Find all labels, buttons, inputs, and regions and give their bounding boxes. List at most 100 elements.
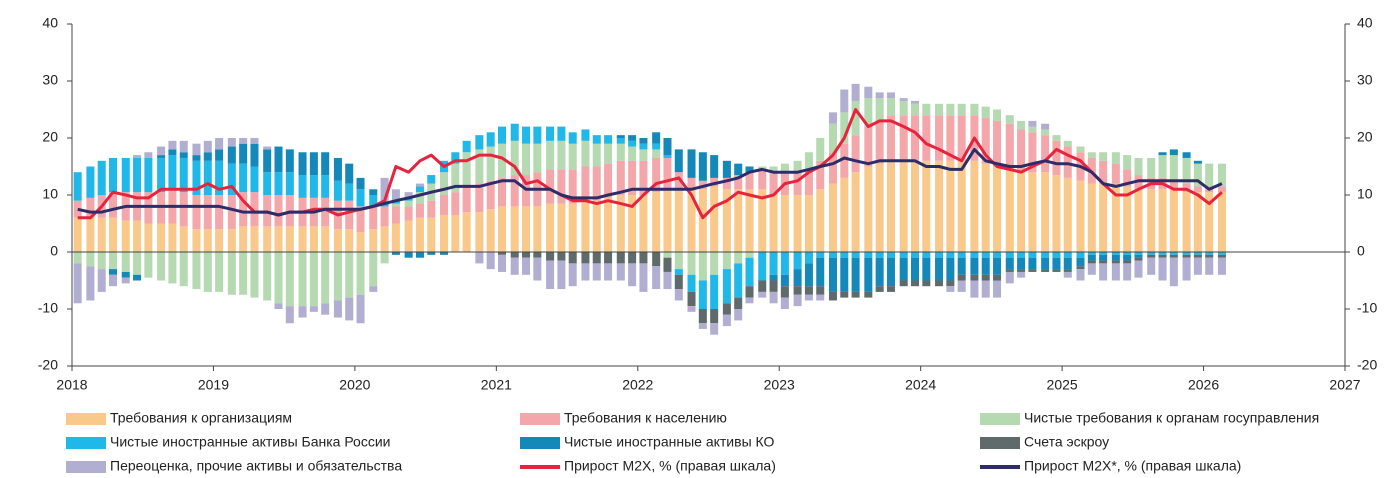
bar-segment <box>1169 252 1178 255</box>
bar-segment <box>816 294 825 301</box>
bar-segment <box>298 252 307 307</box>
bar-segment <box>1041 123 1050 130</box>
bar-segment <box>1028 132 1037 173</box>
bar-segment <box>333 300 342 318</box>
bar-segment <box>674 172 683 190</box>
bar-segment <box>356 294 365 324</box>
bar-segment <box>616 138 625 144</box>
bar-segment <box>674 269 683 275</box>
bar-segment <box>415 252 424 258</box>
bar-segment <box>1134 157 1143 176</box>
bar-segment <box>404 252 413 258</box>
bar-segment <box>864 98 873 127</box>
bar-segment <box>957 257 966 275</box>
bar-segment <box>497 143 506 178</box>
bar-segment <box>1087 254 1096 261</box>
bar-segment <box>935 160 944 252</box>
bar-segment <box>935 280 944 287</box>
bar-segment <box>816 252 825 258</box>
bar-segment <box>1169 149 1178 156</box>
bar-segment <box>911 103 920 116</box>
bar-segment <box>592 263 601 281</box>
bar-segment <box>663 157 672 190</box>
bar-segment <box>391 189 400 201</box>
bar-segment <box>851 83 860 101</box>
bar-segment <box>652 252 661 267</box>
bar-segment <box>321 197 330 227</box>
bar-segment <box>604 263 613 281</box>
bar-segment <box>1205 252 1214 255</box>
bar-segment <box>380 252 389 264</box>
bar-segment <box>1099 260 1108 264</box>
x-tick-label: 2025 <box>1047 377 1078 393</box>
bar-segment <box>1193 254 1202 258</box>
bar-segment <box>1205 257 1214 275</box>
bar-segment <box>793 286 802 295</box>
bar-segment <box>886 257 895 287</box>
bar-segment <box>1087 152 1096 158</box>
bar-segment <box>652 132 661 144</box>
bar-segment <box>427 200 436 218</box>
bar-segment <box>780 195 789 252</box>
bar-segment <box>522 252 531 258</box>
bar-segment <box>451 214 460 252</box>
bar-segment <box>462 212 471 252</box>
bar-segment <box>1111 183 1120 252</box>
bar-segment <box>710 274 719 309</box>
bar-segment <box>1123 263 1132 281</box>
bar-segment <box>215 252 224 292</box>
bar-segment <box>734 175 743 190</box>
bar-segment <box>1052 140 1061 176</box>
bar-segment <box>1158 155 1167 178</box>
bar-segment <box>497 254 506 272</box>
bar-segment <box>157 223 166 252</box>
bar-segment <box>993 120 1002 167</box>
bar-segment <box>86 266 95 301</box>
bar-segment <box>1147 157 1156 178</box>
bar-segment <box>886 286 895 292</box>
bar-segment <box>391 223 400 252</box>
bar-segment <box>1076 146 1085 153</box>
bar-segment <box>345 297 354 321</box>
bar-segment <box>1182 252 1191 255</box>
bar-segment <box>557 260 566 290</box>
bar-segment <box>1063 252 1072 258</box>
bar-segment <box>298 226 307 252</box>
bar-segment <box>734 309 743 321</box>
bar-segment <box>745 257 754 287</box>
bar-segment <box>1134 257 1143 261</box>
bar-segment <box>1111 252 1120 255</box>
bar-segment <box>1217 257 1226 275</box>
bar-segment <box>851 291 860 298</box>
bar-segment <box>522 206 531 252</box>
bar-segment <box>604 252 613 264</box>
bar-segment <box>652 157 661 193</box>
bar-segment <box>687 252 696 275</box>
bar-segment <box>1169 189 1178 252</box>
x-tick-label: 2021 <box>481 377 512 393</box>
bar-segment <box>816 160 825 190</box>
bar-segment <box>581 263 590 281</box>
bar-segment <box>250 143 259 167</box>
bar-segment <box>86 252 95 267</box>
bar-segment <box>263 149 272 173</box>
bar-segment <box>168 140 177 150</box>
bar-segment <box>604 197 613 252</box>
bar-segment <box>486 252 495 270</box>
bar-segment <box>981 163 990 252</box>
bar-segment <box>710 323 719 335</box>
bar-segment <box>592 135 601 144</box>
bar-segment <box>804 263 813 287</box>
bar-segment <box>710 252 719 275</box>
bar-segment <box>922 115 931 161</box>
bar-segment <box>1134 189 1143 252</box>
bar-segment <box>1052 252 1061 258</box>
bar-segment <box>415 186 424 193</box>
bar-segment <box>663 271 672 290</box>
bar-segment <box>192 195 201 230</box>
bar-segment <box>745 297 754 304</box>
bar-segment <box>557 126 566 141</box>
bar-segment <box>192 143 201 156</box>
bar-segment <box>462 140 471 153</box>
bar-segment <box>1005 271 1014 284</box>
